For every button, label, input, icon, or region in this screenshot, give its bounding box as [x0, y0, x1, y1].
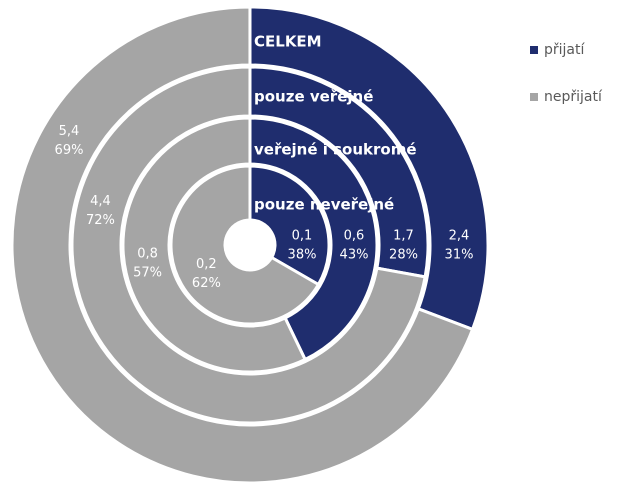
ring-segment: [248, 164, 331, 287]
ring-segment: [248, 65, 430, 279]
ring-segment: [169, 164, 321, 326]
ring-name: pouze veřejné: [254, 88, 373, 106]
ring-segment: [248, 116, 379, 362]
legend-label: přijatí: [544, 42, 585, 58]
ring-segment: [70, 65, 427, 425]
share-label: 43%: [340, 248, 369, 263]
value-label: 1,7: [393, 229, 414, 244]
share-label: 57%: [133, 266, 162, 281]
share-label: 31%: [445, 248, 474, 263]
legend-swatch: [530, 93, 538, 101]
share-label: 72%: [86, 213, 115, 228]
share-label: 38%: [288, 248, 317, 263]
ring-name: CELKEM: [254, 33, 322, 51]
value-label: 5,4: [59, 124, 80, 139]
value-label: 0,1: [292, 229, 313, 244]
share-label: 62%: [192, 276, 221, 291]
legend-label: nepřijatí: [544, 89, 603, 105]
share-label: 28%: [389, 248, 418, 263]
ring-name: pouze neveřejné: [254, 196, 394, 214]
value-label: 2,4: [449, 229, 470, 244]
ring-segment: [121, 116, 308, 374]
legend-swatch: [530, 46, 538, 54]
value-label: 0,6: [344, 229, 365, 244]
ring-segment: [10, 5, 475, 482]
value-label: 0,8: [137, 247, 158, 262]
value-label: 4,4: [90, 194, 111, 209]
ring-name: veřejné i soukromé: [254, 141, 417, 159]
value-label: 0,2: [196, 257, 217, 272]
share-label: 69%: [55, 143, 84, 158]
